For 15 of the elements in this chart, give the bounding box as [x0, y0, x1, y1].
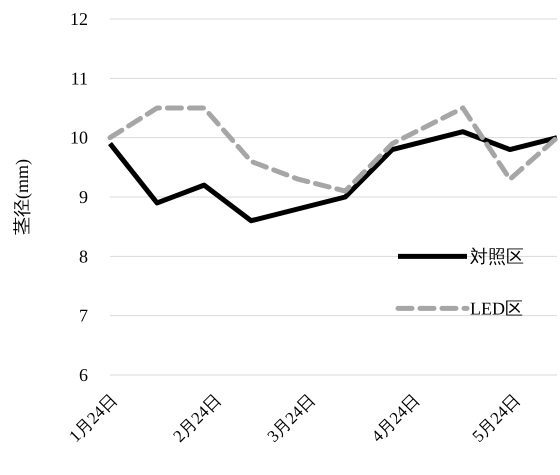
y-tick-label: 10	[70, 128, 88, 148]
x-tick-label: 1月24日	[65, 390, 121, 446]
y-tick-label: 12	[70, 9, 88, 29]
legend-label: 対照区	[470, 246, 524, 266]
y-tick-label: 11	[70, 68, 88, 88]
x-tick-label: 4月24日	[368, 390, 424, 446]
x-tick-label: 2月24日	[169, 390, 225, 446]
y-tick-label: 7	[79, 306, 88, 326]
x-tick-label: 5月24日	[468, 390, 524, 446]
y-tick-label: 6	[79, 365, 88, 385]
x-tick-label: 3月24日	[264, 390, 320, 446]
y-axis-title: 茎径(mm)	[12, 159, 32, 235]
legend-label: LED区	[470, 298, 523, 318]
y-tick-label: 8	[79, 246, 88, 266]
y-tick-label: 9	[79, 187, 88, 207]
